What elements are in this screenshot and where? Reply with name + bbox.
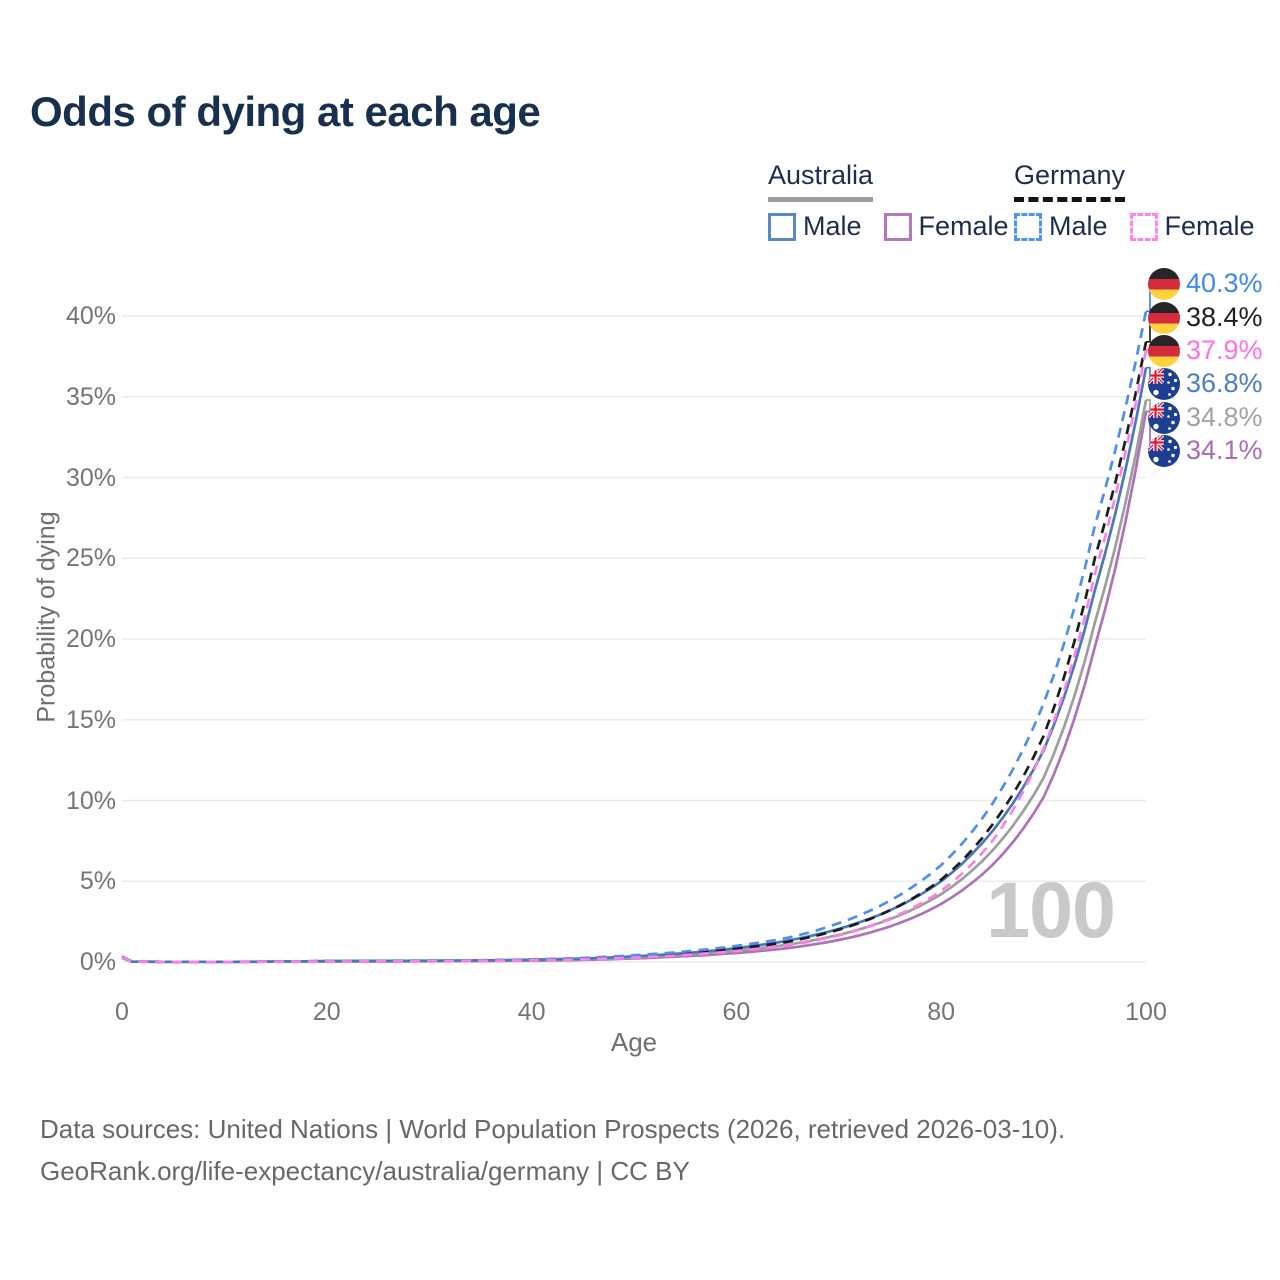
legend-item-australia-male[interactable]: Male <box>768 211 862 242</box>
australia-male-swatch-icon <box>768 212 796 241</box>
legend-label: Male <box>1049 211 1108 241</box>
x-tick-label: 80 <box>927 998 956 1026</box>
australia-female-swatch-icon <box>883 212 912 241</box>
australia-flag-icon <box>1148 434 1180 467</box>
end-label-australia-female: 34.1% <box>1148 434 1263 467</box>
end-label-australia-male: 36.8% <box>1148 367 1263 400</box>
legend-item-germany-male[interactable]: Male <box>1014 211 1108 242</box>
y-tick-label: 15% <box>65 705 116 734</box>
end-label-value: 34.1% <box>1186 435 1263 465</box>
germany-flag-icon <box>1148 267 1180 300</box>
y-tick-label: 5% <box>79 867 116 896</box>
legend-heading-australia: Australia <box>768 160 874 202</box>
germany-male-swatch-icon <box>1014 212 1042 241</box>
y-tick-label: 0% <box>79 948 116 976</box>
legend-label: Male <box>803 211 862 241</box>
x-tick-label: 20 <box>312 998 341 1026</box>
x-tick-label: 0 <box>115 998 129 1026</box>
end-label-value: 40.3% <box>1186 268 1263 298</box>
legend-item-germany-female[interactable]: Female <box>1129 211 1255 242</box>
legend-group-australia: Australia Male Female <box>768 160 1009 242</box>
y-tick-label: 25% <box>65 544 116 573</box>
page-title: Odds of dying at each age <box>30 88 541 135</box>
y-tick-label: 40% <box>65 302 116 330</box>
legend-group-germany: Germany Male Female <box>1014 160 1255 242</box>
end-label-germany-female: 37.9% <box>1148 334 1263 367</box>
germany-flag-icon <box>1148 301 1180 334</box>
x-axis-title: Age <box>610 1027 658 1057</box>
legend-heading-germany: Germany <box>1014 160 1126 202</box>
data-sources-line2: GeoRank.org/life-expectancy/australia/ge… <box>40 1156 690 1186</box>
y-tick-label: 10% <box>65 786 116 815</box>
y-tick-label: 20% <box>65 625 116 653</box>
australia-flag-icon <box>1148 367 1180 400</box>
end-label-australia-total: 34.8% <box>1148 401 1263 434</box>
data-sources-line1: Data sources: United Nations | World Pop… <box>40 1114 1066 1144</box>
australia-flag-icon <box>1148 401 1180 434</box>
x-tick-label: 100 <box>1125 998 1167 1026</box>
x-tick-label: 60 <box>722 998 751 1026</box>
end-label-germany-total: 38.4% <box>1148 301 1263 334</box>
end-label-value: 36.8% <box>1186 368 1263 398</box>
y-tick-label: 35% <box>65 382 116 411</box>
data-sources: Data sources: United Nations | World Pop… <box>40 1108 1065 1192</box>
end-label-germany-male: 40.3% <box>1148 267 1263 300</box>
legend-label: Female <box>918 211 1009 241</box>
age-counter-watermark: 100 <box>986 865 1116 954</box>
series-line-de-female <box>121 349 1148 964</box>
end-label-value: 37.9% <box>1186 335 1263 365</box>
x-tick-label: 40 <box>517 998 546 1026</box>
germany-flag-icon <box>1148 334 1180 367</box>
y-tick-label: 30% <box>65 463 116 492</box>
end-label-value: 38.4% <box>1186 302 1263 332</box>
end-label-value: 34.8% <box>1186 402 1263 432</box>
germany-female-swatch-icon <box>1129 212 1158 241</box>
legend-item-australia-female[interactable]: Female <box>883 211 1009 242</box>
legend-label: Female <box>1164 211 1255 241</box>
